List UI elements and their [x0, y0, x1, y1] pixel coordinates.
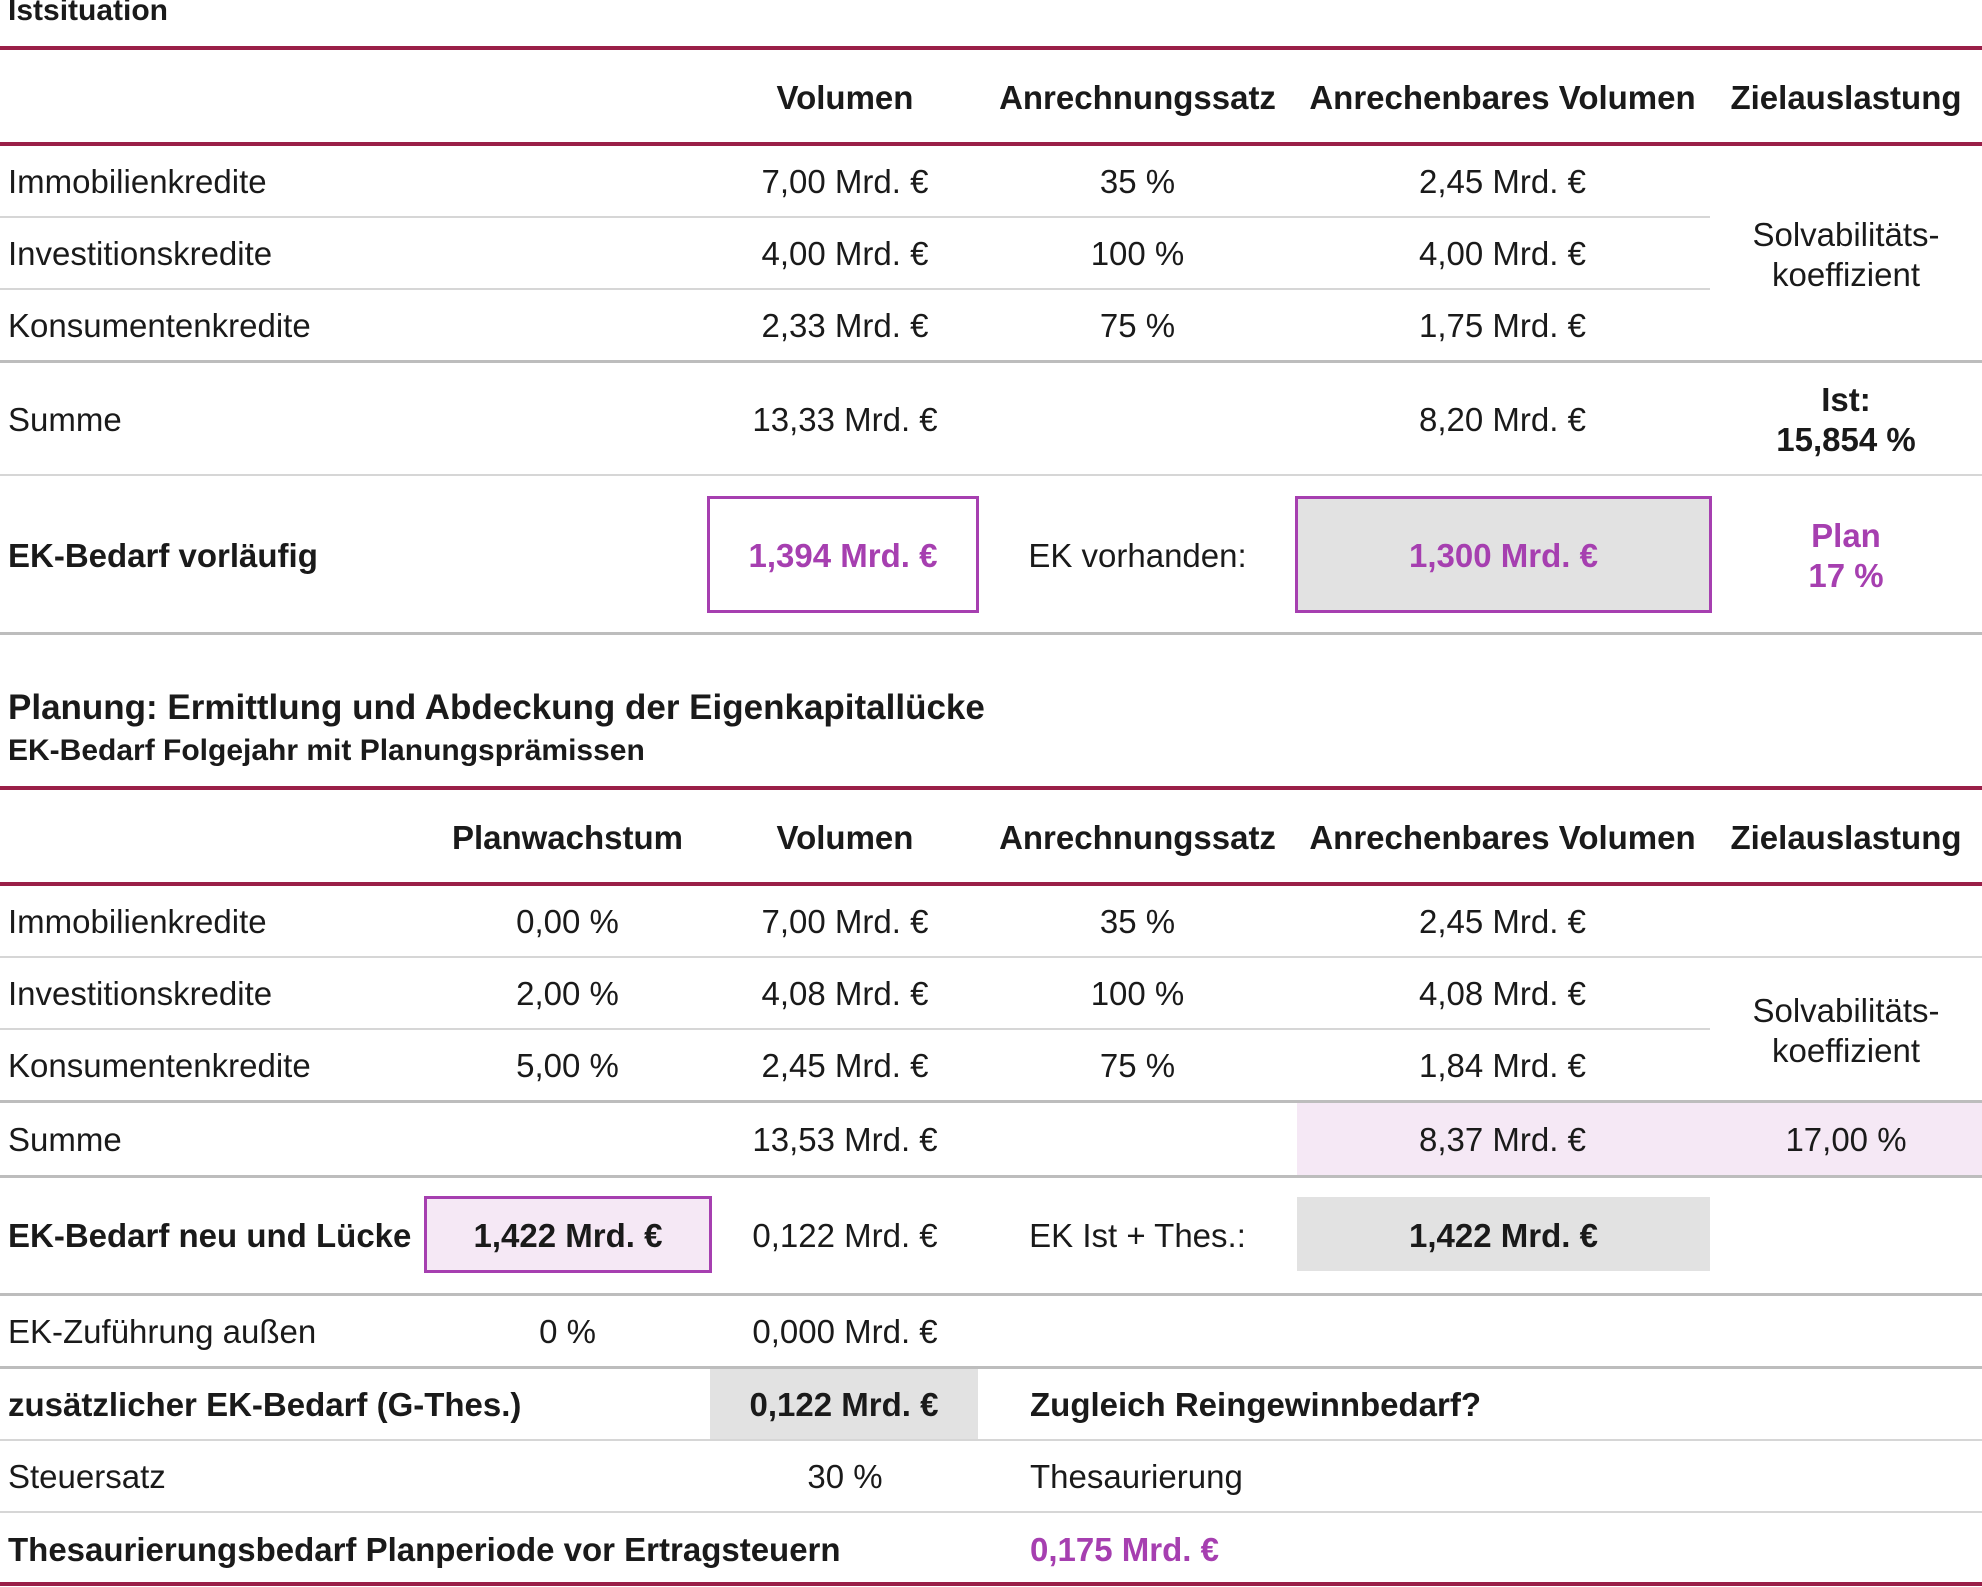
ek-ist-thes-value: 1,422 Mrd. €: [1409, 1217, 1598, 1254]
ek-bedarf-box: [707, 496, 979, 613]
cell-satz: 35 %: [1099, 903, 1176, 940]
cell-anrechenbar: 2,45 Mrd. €: [1419, 903, 1586, 940]
divider: [0, 1100, 1982, 1103]
divider: [0, 1511, 1982, 1513]
cell-satz: 75 %: [1099, 307, 1176, 344]
section-title-planung: Planung: Ermittlung und Abdeckung der Ei…: [8, 688, 985, 727]
ist-label: Ist:: [1821, 381, 1871, 418]
ek-luecke-value: 0,122 Mrd. €: [752, 1217, 938, 1254]
divider: [0, 474, 1982, 476]
cell-wachstum: 5,00 %: [516, 1047, 619, 1084]
header-anrechenbares-volumen: Anrechenbares Volumen: [1309, 79, 1696, 116]
ek-ist-thes-label: EK Ist + Thes.:: [1029, 1217, 1246, 1254]
cell-volumen: 2,45 Mrd. €: [761, 1047, 929, 1084]
divider: [0, 632, 1982, 635]
summe-volumen: 13,53 Mrd. €: [752, 1121, 938, 1158]
cell-satz: 100 %: [1090, 235, 1185, 272]
row-label: Investitionskredite: [8, 975, 273, 1012]
cell-satz: 75 %: [1099, 1047, 1176, 1084]
cell-anrechenbar: 1,84 Mrd. €: [1419, 1047, 1586, 1084]
divider: [0, 1175, 1982, 1178]
plan-label: Plan: [1811, 517, 1881, 554]
divider: [0, 956, 1982, 958]
cell-wachstum: 2,00 %: [516, 975, 619, 1012]
row-label: Immobilienkredite: [8, 163, 267, 200]
summe-label: Summe: [8, 1121, 122, 1158]
ziel-koeffizient-line2: koeffizient: [1772, 1032, 1920, 1069]
row-label: Investitionskredite: [8, 235, 273, 272]
cell-anrechenbar: 2,45 Mrd. €: [1419, 163, 1586, 200]
header-zielauslastung: Zielauslastung: [1730, 79, 1962, 116]
cell-anrechenbar: 4,08 Mrd. €: [1419, 975, 1586, 1012]
ek-bedarf-value: 1,394 Mrd. €: [748, 537, 938, 574]
section-subtitle: EK-Bedarf Folgejahr mit Planungsprämisse…: [8, 734, 645, 767]
divider: [0, 142, 1982, 146]
summe-ziel: 17,00 %: [1785, 1121, 1907, 1158]
ek-vorhanden-value: 1,300 Mrd. €: [1409, 537, 1598, 574]
steuersatz-label: Steuersatz: [8, 1458, 166, 1495]
row-label: Konsumentenkredite: [8, 307, 311, 344]
cell-anrechenbar: 1,75 Mrd. €: [1419, 307, 1586, 344]
header-volumen: Volumen: [776, 819, 914, 856]
cell-volumen: 7,00 Mrd. €: [761, 903, 929, 940]
cell-satz: 100 %: [1090, 975, 1185, 1012]
cell-anrechenbar: 4,00 Mrd. €: [1419, 235, 1586, 272]
zufuehrung-label: EK-Zuführung außen: [8, 1313, 317, 1350]
header-planwachstum: Planwachstum: [451, 819, 684, 856]
divider: [0, 786, 1982, 790]
divider: [0, 46, 1982, 50]
zufuehrung-prozent: 0 %: [539, 1313, 596, 1350]
summe-label: Summe: [8, 401, 122, 438]
divider: [0, 1293, 1982, 1296]
ist-value: 15,854 %: [1776, 421, 1916, 458]
divider: [0, 288, 1710, 290]
plan-value: 17 %: [1808, 557, 1884, 594]
zusaetzlich-highlight: [710, 1369, 978, 1439]
summe-anrechenbar: 8,37 Mrd. €: [1419, 1121, 1586, 1158]
row-label: Immobilienkredite: [8, 903, 267, 940]
cell-wachstum: 0,00 %: [516, 903, 619, 940]
header-volumen: Volumen: [776, 79, 914, 116]
section-title-istsituation: Istsituation: [8, 0, 169, 27]
ziel-koeffizient-line1: Solvabilitäts-: [1752, 216, 1940, 253]
zufuehrung-betrag: 0,000 Mrd. €: [752, 1313, 938, 1350]
cell-volumen: 4,00 Mrd. €: [761, 235, 929, 272]
ek-vorhanden-box: [1295, 496, 1712, 613]
summe-volumen: 13,33 Mrd. €: [752, 401, 938, 438]
steuersatz-value: 30 %: [807, 1458, 883, 1495]
thesaurierungsbedarf-label: Thesaurierungsbedarf Planperiode vor Ert…: [8, 1531, 841, 1568]
divider: [0, 360, 1982, 363]
summe-highlight: [1297, 1103, 1982, 1175]
thesaurierungsbedarf-value: 0,175 Mrd. €: [1030, 1531, 1219, 1568]
divider: [0, 1028, 1710, 1030]
ek-neu-value: 1,422 Mrd. €: [473, 1217, 663, 1254]
thesaurierung-label: Thesaurierung: [1030, 1458, 1243, 1495]
divider: [0, 882, 1982, 886]
ziel-koeffizient-line1: Solvabilitäts-: [1752, 992, 1940, 1029]
cell-satz: 35 %: [1099, 163, 1176, 200]
row-label: Konsumentenkredite: [8, 1047, 311, 1084]
ek-neu-box: [424, 1196, 712, 1273]
divider: [0, 1582, 1982, 1586]
divider: [0, 1366, 1982, 1369]
cell-volumen: 7,00 Mrd. €: [761, 163, 929, 200]
zusaetzlich-label: zusätzlicher EK-Bedarf (G-Thes.): [8, 1386, 522, 1423]
ek-ist-thes-box: [1297, 1197, 1710, 1271]
zusaetzlich-betrag: 0,122 Mrd. €: [749, 1386, 939, 1423]
cell-volumen: 4,08 Mrd. €: [761, 975, 929, 1012]
header-anrechenbares-volumen: Anrechenbares Volumen: [1309, 819, 1696, 856]
ek-vorhanden-label: EK vorhanden:: [1028, 537, 1247, 574]
divider: [0, 1439, 1982, 1441]
header-anrechnungssatz: Anrechnungssatz: [999, 819, 1276, 856]
header-anrechnungssatz: Anrechnungssatz: [999, 79, 1276, 116]
cell-volumen: 2,33 Mrd. €: [761, 307, 929, 344]
ek-neu-label: EK-Bedarf neu und Lücke: [8, 1217, 412, 1254]
summe-anrechenbar: 8,20 Mrd. €: [1419, 401, 1586, 438]
ziel-koeffizient-line2: koeffizient: [1772, 256, 1920, 293]
ek-bedarf-label: EK-Bedarf vorläufig: [8, 537, 318, 574]
divider: [0, 216, 1710, 218]
header-zielauslastung: Zielauslastung: [1730, 819, 1962, 856]
reingewinn-frage: Zugleich Reingewinnbedarf?: [1030, 1386, 1482, 1423]
